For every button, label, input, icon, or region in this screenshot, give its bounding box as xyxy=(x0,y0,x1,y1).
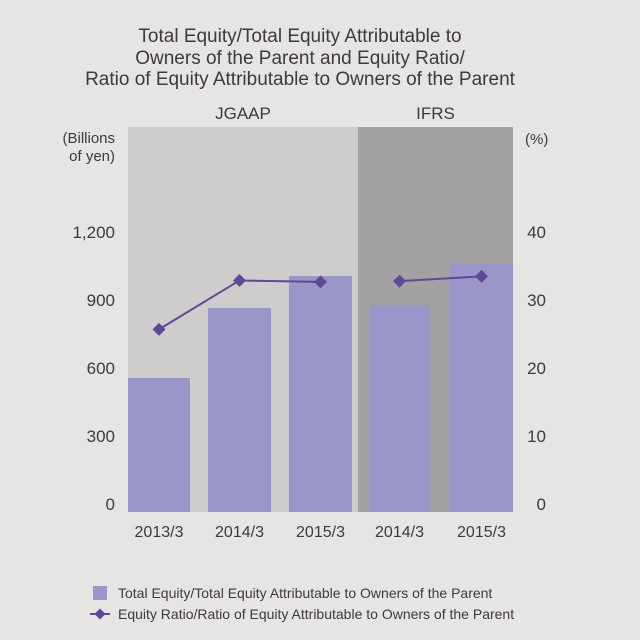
x-axis-tick-label: 2013/3 xyxy=(134,524,184,541)
left-axis-unit-line1: (Billions xyxy=(62,130,115,147)
chart-title-line-1: Total Equity/Total Equity Attributable t… xyxy=(138,26,462,47)
equity-ratio-point xyxy=(152,322,166,336)
y-axis-tick-label: 300 xyxy=(86,427,115,447)
y-axis-tick-label: 900 xyxy=(86,291,115,311)
legend-label-equity-ratio: Equity Ratio/Ratio of Equity Attributabl… xyxy=(118,605,515,622)
diamond-line-icon xyxy=(90,608,110,619)
y-axis-tick-label: 0 xyxy=(105,495,115,514)
x-axis-tick-label: 2015/3 xyxy=(457,524,506,541)
bar-swatch-square xyxy=(93,585,107,600)
y-axis-tick-label: 1,200 xyxy=(72,223,115,243)
legend-label-total-equity: Total Equity/Total Equity Attributable t… xyxy=(118,584,493,601)
legend: Total Equity/Total Equity Attributable t… xyxy=(90,582,514,624)
equity-bar xyxy=(369,305,430,512)
x-axis-tick-label: 2014/3 xyxy=(215,524,264,541)
legend-item-equity-ratio: Equity Ratio/Ratio of Equity Attributabl… xyxy=(90,603,514,624)
y-axis-tick-label: 600 xyxy=(86,359,115,379)
equity-bar xyxy=(289,276,352,512)
pct-axis-tick-label: 40 xyxy=(527,223,546,243)
pct-axis-tick-label: 30 xyxy=(527,291,546,311)
equity-ratio-line xyxy=(158,279,321,331)
section-label-ifrs: IFRS xyxy=(416,104,455,123)
chart-title: Total Equity/Total Equity Attributable t… xyxy=(0,26,600,91)
pct-axis-tick-label: 20 xyxy=(527,359,546,379)
bar-series-swatch xyxy=(90,585,110,601)
equity-ratio-point xyxy=(314,275,327,289)
equity-ratio-line xyxy=(399,275,482,283)
equity-bar xyxy=(208,308,271,512)
right-axis-unit: (%) xyxy=(525,131,549,148)
section-label-jgaap: JGAAP xyxy=(215,104,271,123)
equity-bar xyxy=(450,264,513,512)
line-series-swatch xyxy=(90,606,110,622)
left-axis-unit-line2: of yen) xyxy=(69,148,115,165)
equity-ratio-point xyxy=(393,274,406,288)
ratio-line-layer xyxy=(152,269,488,336)
left-axis-unit: (Billions of yen) xyxy=(5,130,115,166)
x-axis-tick-label: 2015/3 xyxy=(296,524,345,541)
chart-title-line-3: Ratio of Equity Attributable to Owners o… xyxy=(85,69,515,90)
chart-title-line-2: Owners of the Parent and Equity Ratio/ xyxy=(135,47,465,69)
pct-axis-tick-label: 0 xyxy=(536,495,546,514)
equity-ratio-point xyxy=(475,269,488,283)
equity-bar xyxy=(128,378,190,512)
legend-item-total-equity: Total Equity/Total Equity Attributable t… xyxy=(90,582,514,603)
x-axis-tick-label: 2014/3 xyxy=(375,524,424,541)
pct-axis-tick-label: 10 xyxy=(527,427,546,447)
equity-ratio-point xyxy=(233,273,246,287)
plot-area xyxy=(128,127,513,512)
